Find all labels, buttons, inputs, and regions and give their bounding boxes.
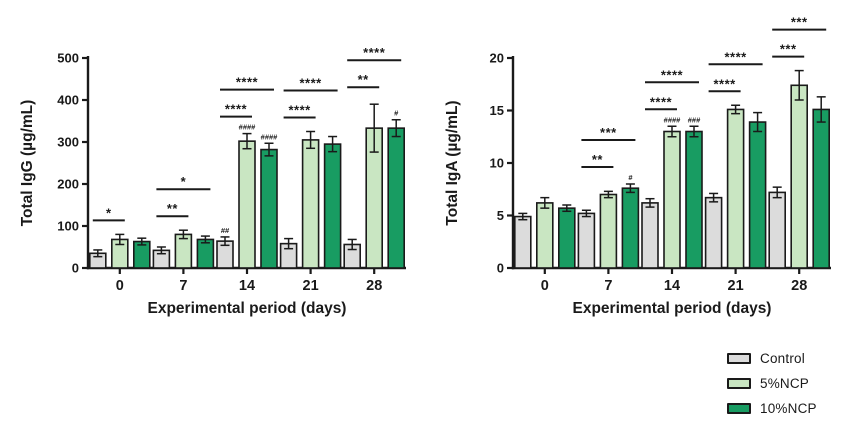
legend-item-5-ncp: 5%NCP xyxy=(727,374,817,393)
x-tick-label: 7 xyxy=(179,278,187,294)
sig-label: **** xyxy=(236,75,259,90)
bar-5-ncp-day-7 xyxy=(599,193,618,269)
sig-label: **** xyxy=(650,94,673,109)
y-tick-label: 0 xyxy=(497,261,504,276)
y-tick-label: 200 xyxy=(57,177,79,192)
sig-label: **** xyxy=(299,76,322,91)
x-tick-label: 21 xyxy=(303,278,319,294)
bar-5-ncp-day-21 xyxy=(301,139,320,269)
sig-label: **** xyxy=(288,103,311,118)
y-axis-label: Total IgG (µg/mL) xyxy=(19,100,36,227)
hash-label: #### xyxy=(261,132,279,141)
legend-label: 10%NCP xyxy=(760,401,817,416)
y-tick-label: 15 xyxy=(490,103,504,118)
bar-5-ncp-day-0 xyxy=(536,202,554,269)
x-axis-label: Experimental period (days) xyxy=(573,300,772,317)
sig-label: ** xyxy=(358,72,370,87)
bar-control-day-21 xyxy=(704,196,723,269)
bar-10-ncp-day-21 xyxy=(748,121,767,269)
legend-label: 5%NCP xyxy=(760,376,810,391)
x-tick-label: 7 xyxy=(604,278,612,294)
bar-5-ncp-day-14 xyxy=(238,140,256,269)
chart-legend: Control 5%NCP 10%NCP xyxy=(727,349,817,418)
bar-5-ncp-day-21 xyxy=(726,108,745,269)
bar-10-ncp-day-7 xyxy=(621,187,640,269)
hash-label: # xyxy=(394,109,399,118)
sig-label: * xyxy=(181,174,187,189)
x-tick-label: 28 xyxy=(791,278,807,294)
sig-label: *** xyxy=(791,15,808,30)
bar-control-day-14 xyxy=(641,202,659,269)
legend-item-10-ncp: 10%NCP xyxy=(727,399,817,418)
y-tick-label: 100 xyxy=(57,219,79,234)
legend-label: Control xyxy=(760,351,805,366)
bar-5-ncp-day-7 xyxy=(174,233,193,269)
legend-swatch-icon xyxy=(727,378,751,389)
sig-label: ** xyxy=(592,152,604,167)
sig-label: **** xyxy=(713,76,736,91)
y-tick-label: 400 xyxy=(57,93,79,108)
sig-label: *** xyxy=(600,125,617,140)
hash-label: # xyxy=(628,173,633,182)
bar-10-ncp-day-28 xyxy=(812,108,831,269)
bar-10-ncp-day-14 xyxy=(685,130,703,269)
legend-swatch-icon xyxy=(727,403,751,414)
bar-10-ncp-day-0 xyxy=(558,207,576,269)
x-tick-label: 28 xyxy=(366,278,382,294)
sig-label: *** xyxy=(780,42,797,57)
x-tick-label: 14 xyxy=(664,278,680,294)
x-tick-label: 0 xyxy=(116,278,124,294)
y-tick-label: 5 xyxy=(497,208,504,223)
sig-label: **** xyxy=(661,67,684,82)
legend-item-control: Control xyxy=(727,349,817,368)
x-tick-label: 21 xyxy=(728,278,744,294)
sig-label: **** xyxy=(363,45,386,60)
sig-label: **** xyxy=(724,49,747,64)
bar-control-day-0 xyxy=(514,215,532,269)
legend-swatch-icon xyxy=(727,353,751,364)
y-tick-label: 300 xyxy=(57,135,79,150)
total-igg-bar-chart: 0 100 200 300 400 500 0 7 14 21 28 Total IgG (µg/mL… xyxy=(19,45,406,317)
y-axis-label: Total IgA (µg/mL) xyxy=(444,100,461,225)
bar-10-ncp-day-21 xyxy=(323,143,342,269)
hash-label: ### xyxy=(688,115,701,124)
hash-label: ## xyxy=(221,226,230,235)
bar-10-ncp-day-28 xyxy=(387,127,406,269)
sig-label: ** xyxy=(167,201,179,216)
bar-control-day-28 xyxy=(768,191,787,269)
sig-label: **** xyxy=(225,102,248,117)
bar-5-ncp-day-28 xyxy=(790,84,809,269)
y-tick-label: 0 xyxy=(72,261,79,276)
bar-10-ncp-day-7 xyxy=(196,238,215,269)
y-tick-label: 500 xyxy=(57,51,79,66)
x-axis-label: Experimental period (days) xyxy=(148,300,347,317)
bar-10-ncp-day-14 xyxy=(260,148,278,269)
sig-label: * xyxy=(106,205,112,220)
bar-5-ncp-day-14 xyxy=(663,130,681,269)
hash-label: #### xyxy=(664,115,682,124)
x-tick-label: 0 xyxy=(541,278,549,294)
x-tick-label: 14 xyxy=(239,278,255,294)
hash-label: #### xyxy=(239,123,257,132)
y-tick-label: 10 xyxy=(490,156,504,171)
total-iga-bar-chart: 0 5 10 15 20 0 7 14 21 28 Total IgA (µg/mL) Experim… xyxy=(444,15,831,317)
y-tick-label: 20 xyxy=(490,51,504,66)
bar-control-day-7 xyxy=(577,212,596,269)
